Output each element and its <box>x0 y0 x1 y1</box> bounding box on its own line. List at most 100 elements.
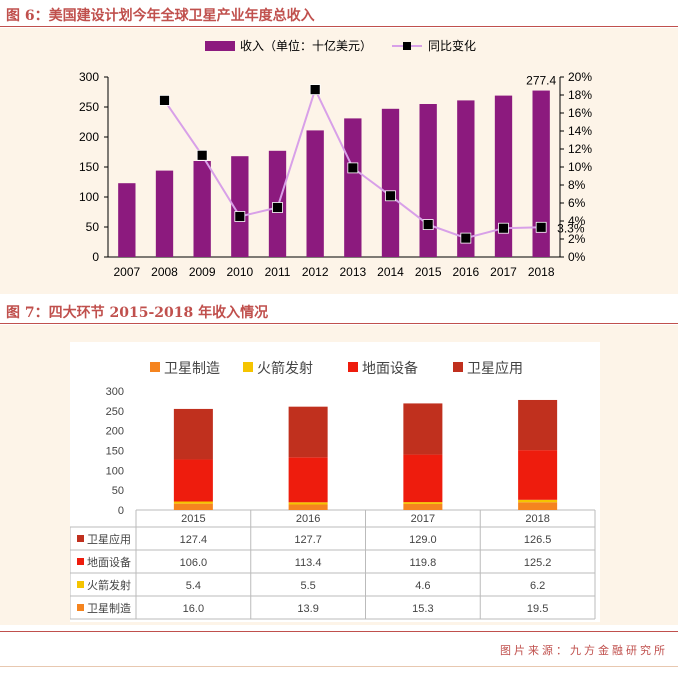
fig7-legend-label: 地面设备 <box>362 360 418 376</box>
fig6-revenue-bar <box>306 130 324 257</box>
fig6-x-tick-label: 2009 <box>189 265 216 279</box>
fig6-right-tick-label: 16% <box>568 106 592 120</box>
fig6-left-tick-label: 100 <box>79 190 99 204</box>
fig6-yoy-marker <box>234 211 246 222</box>
fig7-legend-swatch <box>348 362 358 372</box>
fig7-table-cell: 106.0 <box>180 557 208 569</box>
fig6-revenue-bar <box>381 108 400 257</box>
fig7-y-tick-label: 250 <box>106 406 124 418</box>
fig7-y-tick-label: 0 <box>118 505 124 517</box>
fig7-table-cell: 127.4 <box>180 534 208 546</box>
fig6-yoy-marker <box>159 95 170 106</box>
fig7-y-tick-label: 200 <box>106 426 124 438</box>
fig7-x-tick-label: 2015 <box>181 513 205 525</box>
fig7-table-cell: 4.6 <box>415 580 430 592</box>
fig7-table-row-swatch <box>77 535 84 542</box>
fig6-right-tick-label: 6% <box>568 196 586 210</box>
figure7-panel: 卫星制造 火箭发射 地面设备 卫星应用 0 50 100 150 200 250 300 2015 20… <box>0 325 678 625</box>
fig7-y-tick-label: 150 <box>106 446 124 458</box>
fig6-revenue-bar <box>532 90 550 257</box>
footer-divider <box>0 631 678 632</box>
fig6-right-tick-label: 12% <box>568 142 592 156</box>
fig6-right-tick-label: 2% <box>568 232 586 246</box>
fig7-table-cell: 15.3 <box>412 603 433 615</box>
fig6-yoy-marker <box>422 219 434 231</box>
fig7-stack-segment <box>518 499 558 503</box>
fig6-right-tick-label: 0% <box>568 250 586 264</box>
fig6-legend-marker-swatch <box>403 42 411 50</box>
fig7-legend-label: 卫星应用 <box>467 360 523 376</box>
figure6-panel: 0 50 100 150 200 250 300 0% 2% 4% 6% 8% 10% 12% 14% 16%… <box>0 28 678 294</box>
fig6-x-tick-label: 2015 <box>415 265 442 279</box>
fig6-right-tick-label: 18% <box>568 88 592 102</box>
fig6-yoy-marker <box>347 162 359 174</box>
fig6-right-tick-label: 14% <box>568 124 592 138</box>
fig7-legend-swatch <box>150 362 160 372</box>
fig6-revenue-bar <box>494 95 513 257</box>
fig7-stack-segment <box>403 454 443 503</box>
fig7-stack-segment <box>288 502 328 505</box>
fig7-table-cell: 6.2 <box>530 580 545 592</box>
fig7-table-cell: 126.5 <box>524 534 552 546</box>
fig6-yoy-marker <box>385 190 396 202</box>
fig6-x-tick-label: 2008 <box>151 265 178 279</box>
fig6-left-tick-label: 200 <box>79 130 99 144</box>
fig7-table-cell: 5.5 <box>300 580 315 592</box>
fig6-left-tick-label: 0 <box>92 250 99 264</box>
source-note: 图片来源：九方金融研究所 <box>500 644 668 657</box>
fig7-stack-segment <box>288 504 328 510</box>
fig7-table-cell: 113.4 <box>295 557 322 569</box>
fig6-revenue-bar <box>457 100 475 258</box>
fig6-right-tick-label: 20% <box>568 70 592 84</box>
fig6-legend-line-label: 同比变化 <box>428 38 476 53</box>
fig6-x-tick-label: 2018 <box>528 265 555 279</box>
fig7-table-row-label: 火箭发射 <box>87 578 131 592</box>
fig6-revenue-bar <box>231 156 249 257</box>
fig7-legend-swatch <box>243 362 253 372</box>
fig6-x-tick-label: 2007 <box>113 265 140 279</box>
fig7-stack-segment <box>173 408 213 460</box>
fig6-legend-bar-swatch <box>205 41 235 51</box>
fig7-stack-segment <box>173 501 213 504</box>
fig6-revenue-bar <box>193 161 211 257</box>
fig7-legend-label: 卫星制造 <box>164 360 220 376</box>
fig7-stack-segment <box>288 457 328 503</box>
fig6-revenue-bar <box>344 118 362 258</box>
fig7-table-row-swatch <box>77 604 84 611</box>
fig7-stack-segment <box>518 450 558 500</box>
fig6-right-tick-label: 8% <box>568 178 586 192</box>
fig7-stack-segment <box>403 502 443 504</box>
fig6-revenue-bar <box>155 170 174 257</box>
fig7-table-cell: 125.2 <box>524 557 552 569</box>
fig6-yoy-marker <box>272 202 283 213</box>
fig7-stack-segment <box>403 403 443 455</box>
fig6-yoy-marker <box>498 222 509 234</box>
fig7-table-row-label: 卫星制造 <box>87 601 131 615</box>
fig7-x-tick-label: 2016 <box>296 513 320 525</box>
fig6-left-tick-label: 300 <box>79 70 99 84</box>
fig7-stack-segment <box>518 399 558 451</box>
fig7-legend-label: 火箭发射 <box>257 360 313 376</box>
fig6-x-tick-label: 2013 <box>339 265 366 279</box>
fig7-table-cell: 16.0 <box>183 603 204 615</box>
fig6-x-tick-label: 2017 <box>490 265 517 279</box>
figure6-chart: 0 50 100 150 200 250 300 0% 2% 4% 6% 8% 10% 12% 14% 16%… <box>79 38 592 279</box>
fig6-right-tick-label: 4% <box>568 214 586 228</box>
fig6-x-tick-label: 2012 <box>302 265 329 279</box>
fig7-y-tick-label: 100 <box>106 465 124 477</box>
fig7-stack-segment <box>173 459 213 502</box>
fig7-table-row-label: 地面设备 <box>87 555 131 569</box>
fig7-table-cell: 127.7 <box>294 534 322 546</box>
fig7-table-cell: 19.5 <box>527 603 548 615</box>
fig6-x-tick-label: 2016 <box>452 265 479 279</box>
fig6-right-tick-label: 10% <box>568 160 592 174</box>
fig7-stack-segment <box>403 503 443 510</box>
fig6-yoy-marker <box>460 232 472 244</box>
fig6-legend-bar-label: 收入（单位：十亿美元） <box>240 38 372 53</box>
fig7-table-cell: 129.0 <box>409 534 437 546</box>
fig7-table-row-swatch <box>77 581 84 588</box>
fig6-revenue-bar <box>118 183 136 257</box>
fig7-legend-swatch <box>453 362 463 372</box>
fig7-x-tick-label: 2018 <box>525 513 549 525</box>
figure7-title: 图 7：四大环节 2015-2018 年收入情况 <box>0 302 678 324</box>
